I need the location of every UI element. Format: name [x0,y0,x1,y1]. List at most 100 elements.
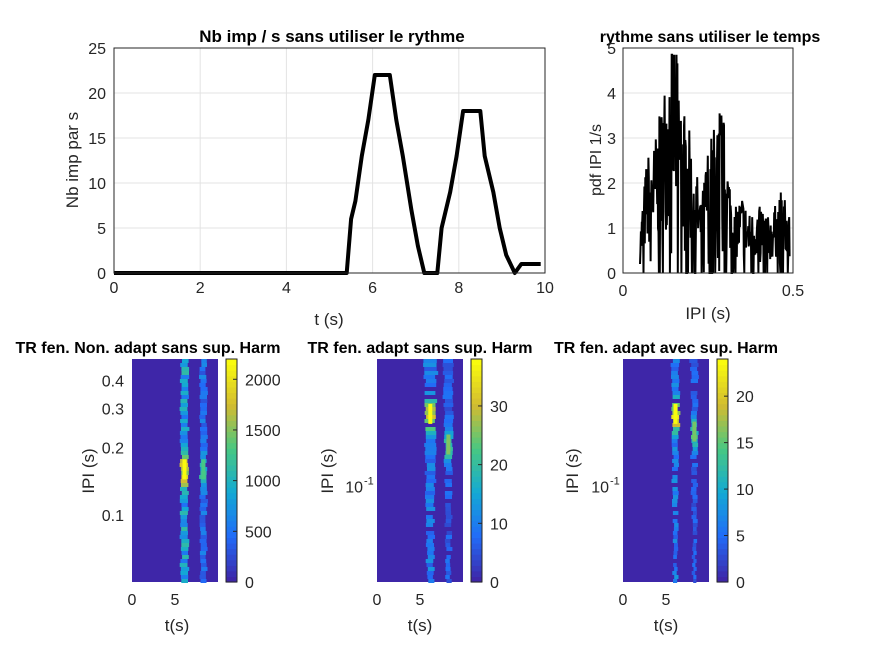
heatmap-cell [692,447,698,451]
heatmap-cell [690,367,698,371]
heatmap-ytick-label: 0.2 [102,441,124,458]
heatmap-cell [200,531,207,535]
colorbar-segment [717,559,728,566]
colorbar-segment [226,476,237,483]
heatmap-cell [674,575,679,579]
colorbar-segment [226,542,237,550]
heatmap-cell [426,539,433,543]
heatmap2-title: TR fen. adapt sans sup. Harm [308,340,533,357]
heatmap-cell [444,415,454,419]
heatmap-cell [693,511,697,515]
colorbar-segment [717,431,728,438]
plot1-xtick-label: 2 [196,280,205,297]
heatmap-cell [181,551,188,555]
plot1-xtick-label: 6 [368,280,377,297]
heatmap-cell [201,563,207,567]
colorbar-segment [471,520,482,527]
colorbar-tick-label: 1000 [245,474,281,491]
heatmap2-ylabel: IPI (s) [318,448,337,493]
heatmap-xtick-label: 5 [662,592,671,609]
heatmap-cell [425,435,437,439]
heatmap-cell [200,555,206,559]
heatmap-cell [179,535,188,539]
heatmap-cell [692,543,697,547]
heatmap-cell [443,391,454,395]
heatmap-cell [672,487,678,491]
colorbar-segment [471,498,482,505]
colorbar-tick-label: 10 [736,482,754,499]
heatmap-cell [692,547,697,551]
plot1-ticks: 0 2 4 6 8 10 0 5 10 15 20 25 [88,41,554,297]
heatmap-cell [444,491,453,495]
heatmap-cell [425,523,434,527]
heatmap-cell [425,495,435,499]
heatmap-cell [691,515,697,519]
heatmap-cell [424,399,438,403]
heatmap-cell [180,411,188,415]
heatmap-cell [426,571,434,575]
colorbar-segment [226,409,237,416]
heatmap-cell [443,359,453,363]
heatmap-cell [692,499,698,503]
heatmap-cell [673,563,677,567]
heatmap-cell [179,499,188,503]
colorbar-segment [226,442,237,449]
heatmap-cell [425,487,435,491]
colorbar-segment [226,526,237,533]
colorbar-segment [226,448,237,455]
heatmap-cell [427,535,435,539]
heatmap-cell [200,399,208,403]
heatmap-3: TR fen. adapt avec sup. Harm 0 510 -105101… [554,340,778,635]
heatmap-cell [200,403,207,407]
heatmap-cell [445,399,453,403]
heatmap-cell [444,479,452,483]
plot2-series-line [639,53,791,274]
heatmap-cell [423,363,437,367]
plot1-title: Nb imp / s sans utiliser le rythme [199,27,464,46]
heatmap-cell [427,547,435,551]
heatmap-ytick-exponent: -1 [610,476,620,488]
colorbar-segment [226,437,237,444]
colorbar-segment [717,398,728,405]
colorbar-segment [226,414,237,421]
heatmap-cell [201,359,207,363]
colorbar-segment [471,487,482,494]
heatmap-cell [672,459,679,463]
colorbar-tick-label: 1500 [245,423,281,440]
colorbar-segment [226,576,237,583]
plot2-ytick-label: 2 [607,176,616,193]
heatmap-peak [673,403,678,424]
heatmap-cell [442,363,454,367]
heatmap-cell [443,367,453,371]
heatmap-cell [181,415,189,419]
colorbar-segment [226,398,237,405]
colorbar-segment [471,398,482,405]
plot1-xtick-label: 10 [536,280,554,297]
colorbar-segment [717,442,728,449]
colorbar-segment [471,425,482,433]
heatmap-cell [200,535,207,539]
heatmap-cell [672,359,680,363]
heatmap-cell [180,419,188,423]
heatmap-cell [180,567,190,571]
heatmap-cell [180,523,188,527]
heatmap-cell [445,575,450,579]
colorbar-segment [717,554,728,561]
colorbar-segment [471,492,482,499]
heatmap-cell [181,483,189,487]
heatmap-ytick-label: 10 [345,480,363,497]
heatmap-cell [200,427,208,431]
colorbar-segment [717,515,728,522]
colorbar-tick-label: 0 [490,575,499,592]
heatmap-cell [672,447,678,451]
heatmap-cell [426,507,436,511]
colorbar-segment [226,370,237,377]
colorbar-segment [226,531,237,538]
colorbar-segment [471,537,482,544]
heatmap-cell [181,447,189,451]
plot1-xtick-label: 4 [282,280,291,297]
heatmap-peak [692,421,697,442]
heatmap-cell [444,375,453,379]
